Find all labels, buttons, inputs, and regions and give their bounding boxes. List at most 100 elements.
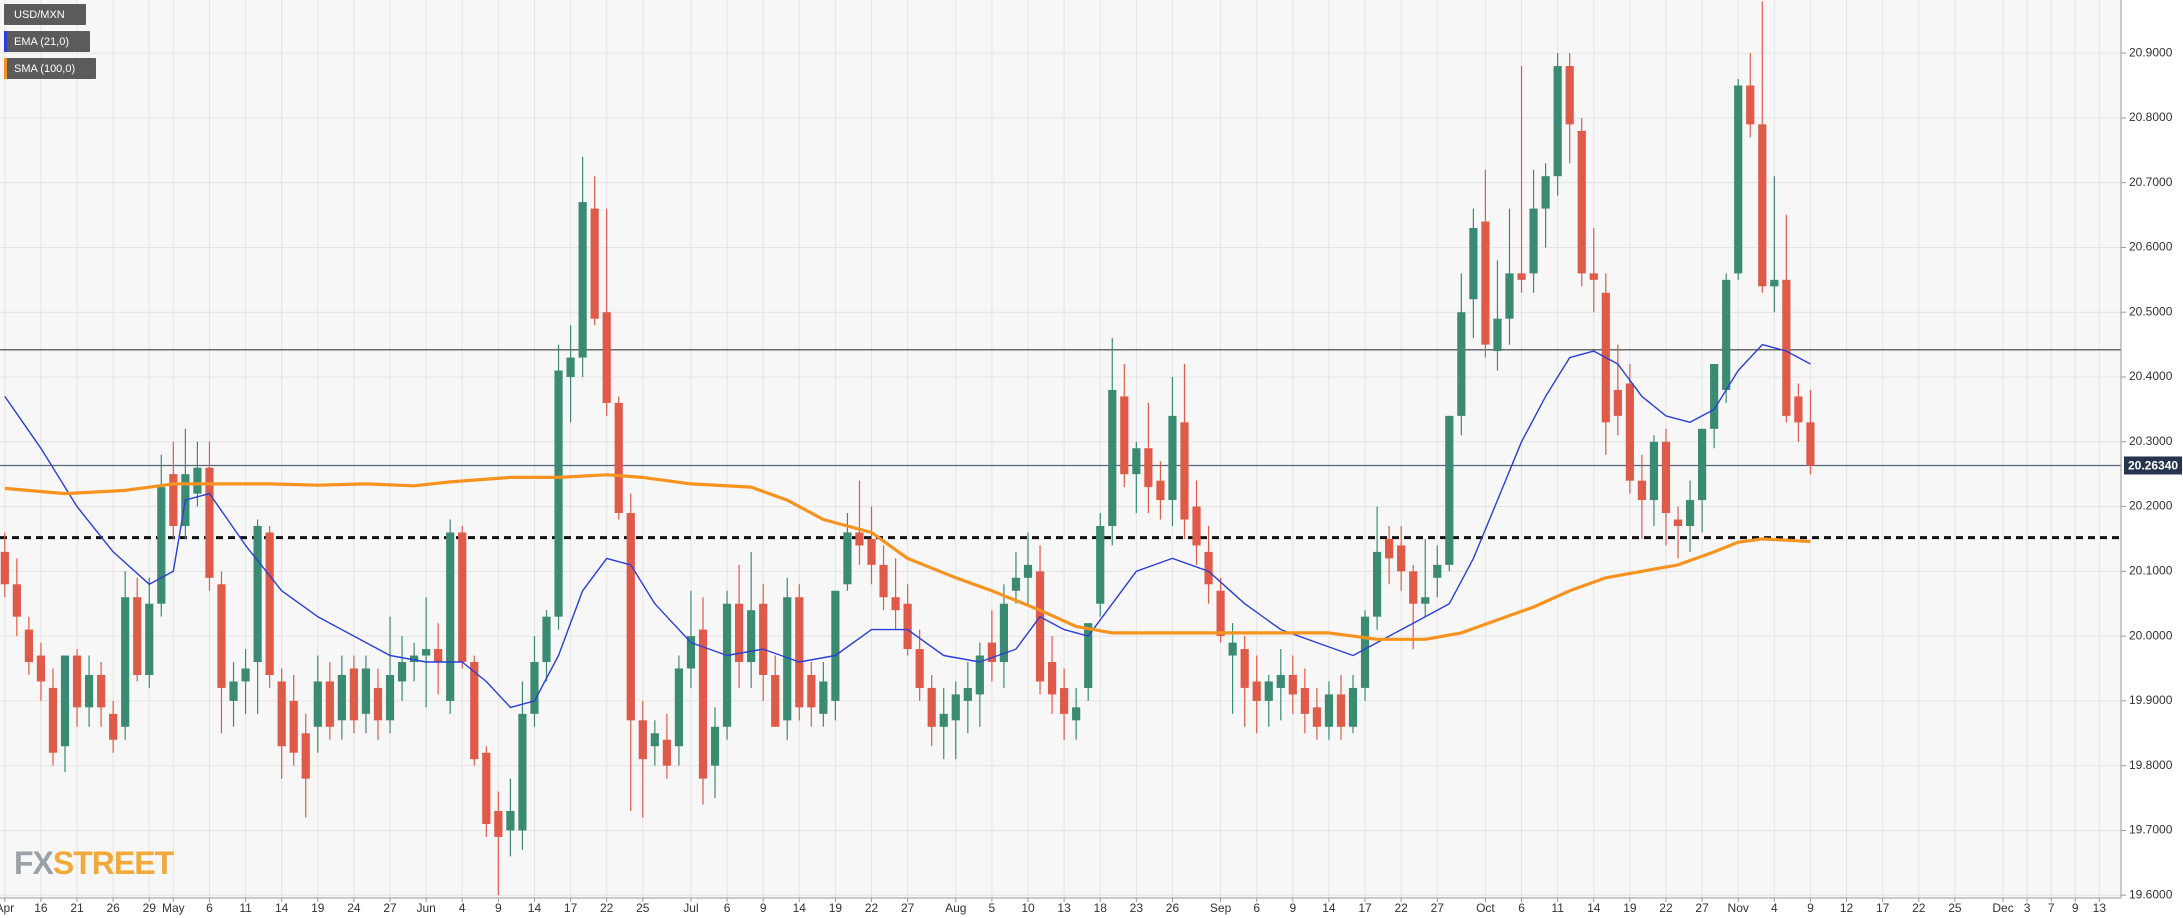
y-tick-label: 19.6000 xyxy=(2129,887,2173,901)
x-tick-label: 25 xyxy=(1948,901,1962,915)
candle-body xyxy=(0,551,9,585)
candle-body xyxy=(422,649,431,656)
candle-body xyxy=(674,668,684,747)
price-label-box xyxy=(2124,456,2182,475)
candle-body xyxy=(554,370,563,617)
x-tick-label: 12 xyxy=(1840,901,1854,915)
candle-body xyxy=(1637,480,1647,501)
candle-body xyxy=(1047,662,1057,695)
candle-body xyxy=(470,662,479,760)
watermark-street: STREET xyxy=(53,845,175,881)
candle-body xyxy=(1746,85,1755,125)
y-tick-label: 19.7000 xyxy=(2129,823,2173,837)
y-tick-label: 19.9000 xyxy=(2129,693,2173,707)
candle-body xyxy=(289,700,298,753)
candle-body xyxy=(1011,577,1021,591)
candle-body xyxy=(506,811,515,831)
x-tick-label: Jul xyxy=(683,901,698,915)
candle-body xyxy=(325,681,334,727)
legend-swatch xyxy=(4,31,7,52)
candle-body xyxy=(783,597,792,721)
candle-body xyxy=(84,674,94,708)
x-tick-label: 4 xyxy=(459,901,466,915)
candle-body xyxy=(927,687,936,727)
candle-body xyxy=(614,402,623,514)
candle-body xyxy=(1348,687,1358,727)
candle-body xyxy=(662,739,671,766)
x-tick-label: 27 xyxy=(1431,901,1445,915)
y-tick-label: 20.8000 xyxy=(2129,110,2173,124)
candle-body xyxy=(109,713,118,740)
candle-body xyxy=(1072,707,1081,721)
candle-body xyxy=(530,662,539,714)
y-tick-label: 20.3000 xyxy=(2129,434,2173,448)
x-tick-label: 22 xyxy=(600,901,614,915)
candle-body xyxy=(939,713,948,727)
candle-body xyxy=(771,674,780,727)
x-tick-label: 9 xyxy=(2072,901,2079,915)
candle-body xyxy=(1252,681,1261,701)
y-tick-label: 19.8000 xyxy=(2129,758,2173,772)
candle-body xyxy=(1385,538,1394,559)
x-tick-label: 24 xyxy=(347,901,361,915)
candle-body xyxy=(795,597,804,708)
candle-body xyxy=(1108,389,1117,526)
candle-body xyxy=(1698,428,1707,501)
candle-body xyxy=(241,668,250,682)
y-tick-label: 20.9000 xyxy=(2129,45,2173,59)
candle-body xyxy=(915,649,924,688)
candle-body xyxy=(133,597,142,675)
candle-body xyxy=(747,610,756,663)
candle-body xyxy=(169,474,178,526)
x-tick-label: Nov xyxy=(1728,901,1749,915)
candle-body xyxy=(145,603,154,675)
candle-body xyxy=(1132,448,1141,475)
x-tick-label: 11 xyxy=(239,901,252,915)
legend-swatch xyxy=(4,58,7,79)
candle-body xyxy=(1360,616,1370,688)
x-tick-label: 9 xyxy=(1807,901,1814,915)
candle-body xyxy=(1445,415,1454,565)
candle-body xyxy=(1806,422,1815,466)
x-tick-label: 22 xyxy=(865,901,879,915)
candle-body xyxy=(72,655,82,708)
candle-body xyxy=(1023,564,1033,578)
candle-body xyxy=(1288,674,1297,695)
candle-body xyxy=(1300,687,1309,714)
candle-body xyxy=(819,681,828,714)
candle-body xyxy=(217,584,226,688)
x-tick-label: 14 xyxy=(1322,901,1336,915)
x-tick-label: 14 xyxy=(1587,901,1601,915)
candle-body xyxy=(313,681,322,727)
y-tick-label: 20.1000 xyxy=(2129,564,2173,578)
candle-body xyxy=(879,564,888,598)
x-tick-label: 17 xyxy=(564,901,578,915)
candle-body xyxy=(36,655,46,682)
y-tick-label: 20.6000 xyxy=(2129,240,2173,254)
marks xyxy=(0,1,2121,896)
candle-body xyxy=(578,202,587,358)
x-tick-label: 19 xyxy=(311,901,325,915)
candle-body xyxy=(361,668,371,714)
x-tick-label: 9 xyxy=(495,901,502,915)
candle-body xyxy=(157,487,166,604)
candle-body xyxy=(1505,273,1514,319)
candle-body xyxy=(650,733,659,747)
y-tick-label: 20.7000 xyxy=(2129,175,2173,189)
candle-body xyxy=(1722,279,1731,390)
x-tick-label: 18 xyxy=(1094,901,1108,915)
candle-body xyxy=(1216,590,1225,637)
x-tick-label: May xyxy=(162,901,185,915)
candle-body xyxy=(446,532,455,701)
x-tick-label: Aug xyxy=(945,901,966,915)
candle-body xyxy=(626,513,635,721)
x-tick-label: 27 xyxy=(901,901,915,915)
candle-body xyxy=(1192,506,1201,546)
price-label: 20.26340 xyxy=(2128,459,2178,473)
candle-body xyxy=(1156,480,1165,501)
x-tick-label: 27 xyxy=(383,901,397,915)
candle-body xyxy=(205,467,214,578)
candle-body xyxy=(1649,441,1659,501)
candle-body xyxy=(1469,228,1478,300)
x-tick-label: 7 xyxy=(2048,901,2055,915)
